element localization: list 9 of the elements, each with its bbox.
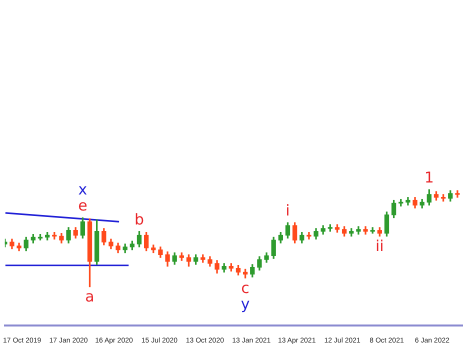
annotation: ii	[375, 237, 384, 256]
annotation: 1	[424, 168, 434, 186]
annotation: y	[240, 294, 250, 313]
annotation: b	[134, 210, 144, 228]
annotation: a	[85, 288, 94, 306]
annotation: x	[78, 180, 88, 199]
annotation: e	[78, 196, 88, 215]
annotation: i	[286, 202, 290, 220]
annotation: c	[241, 278, 250, 297]
